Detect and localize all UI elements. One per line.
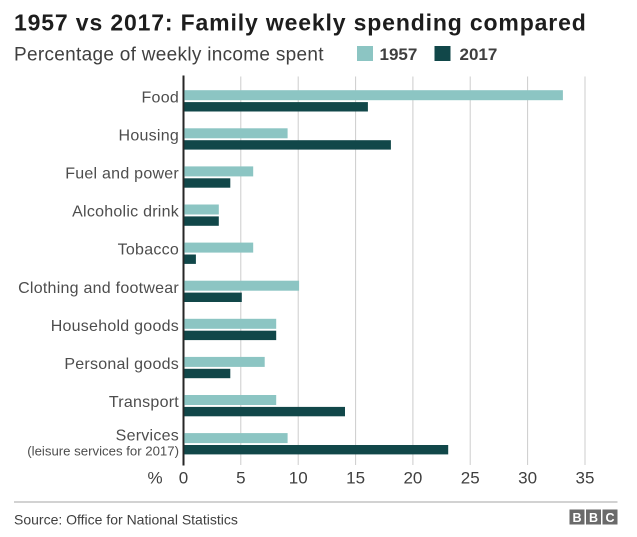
svg-text:(leisure services for 2017): (leisure services for 2017) [27,443,179,458]
svg-text:Services: Services [116,427,179,444]
svg-text:Transport: Transport [109,394,179,411]
svg-text:2017: 2017 [460,45,498,64]
svg-text:5: 5 [236,469,245,488]
svg-text:Food: Food [142,89,179,106]
svg-text:1957: 1957 [380,45,418,64]
svg-text:35: 35 [576,469,595,488]
svg-text:Tobacco: Tobacco [118,242,179,259]
svg-text:Alcoholic drink: Alcoholic drink [72,204,180,221]
svg-text:Household goods: Household goods [51,318,179,335]
svg-text:30: 30 [518,469,537,488]
svg-text:25: 25 [461,469,480,488]
svg-text:Personal goods: Personal goods [64,356,179,373]
svg-text:Clothing and footwear: Clothing and footwear [18,280,179,297]
svg-text:Percentage of weekly income sp: Percentage of weekly income spent [14,45,324,66]
svg-text:20: 20 [403,469,422,488]
svg-text:Source: Office for National St: Source: Office for National Statistics [14,511,238,527]
svg-text:1957 vs 2017: Family weekly sp: 1957 vs 2017: Family weekly spending com… [14,9,587,35]
svg-text:B: B [589,511,598,525]
svg-text:Housing: Housing [119,127,179,144]
svg-text:15: 15 [346,469,365,488]
svg-text:10: 10 [289,469,308,488]
svg-text:%: % [147,469,162,488]
svg-text:0: 0 [179,469,188,488]
svg-text:C: C [605,511,614,525]
svg-text:Fuel and power: Fuel and power [65,166,179,183]
svg-text:B: B [572,511,581,525]
